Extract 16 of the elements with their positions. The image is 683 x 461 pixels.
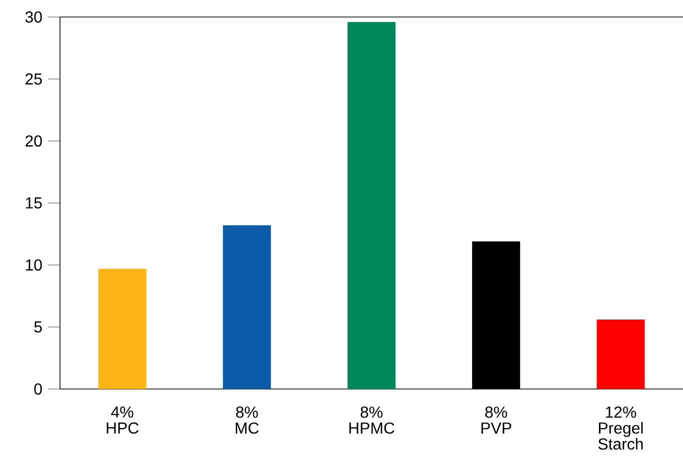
bar (348, 22, 396, 389)
y-tick-label: 20 (26, 135, 42, 147)
x-tick-label: 8% MC (236, 406, 259, 434)
y-tick-label: 15 (26, 197, 42, 209)
y-tick-label: 5 (34, 321, 42, 333)
y-tick-label: 10 (26, 259, 42, 271)
x-tick-label: 8% HPMC (349, 406, 394, 434)
x-tick-label: 4% HPC (106, 406, 139, 434)
x-tick-label: 12% Pregel Starch (598, 406, 643, 450)
y-tick-label: 30 (25, 11, 42, 23)
bar (222, 225, 271, 389)
bar (596, 320, 645, 389)
y-tick-label: 25 (26, 73, 42, 85)
y-tick-label: 0 (34, 383, 42, 395)
x-tick-label: 8% PVP (481, 406, 512, 434)
bar (98, 268, 146, 389)
